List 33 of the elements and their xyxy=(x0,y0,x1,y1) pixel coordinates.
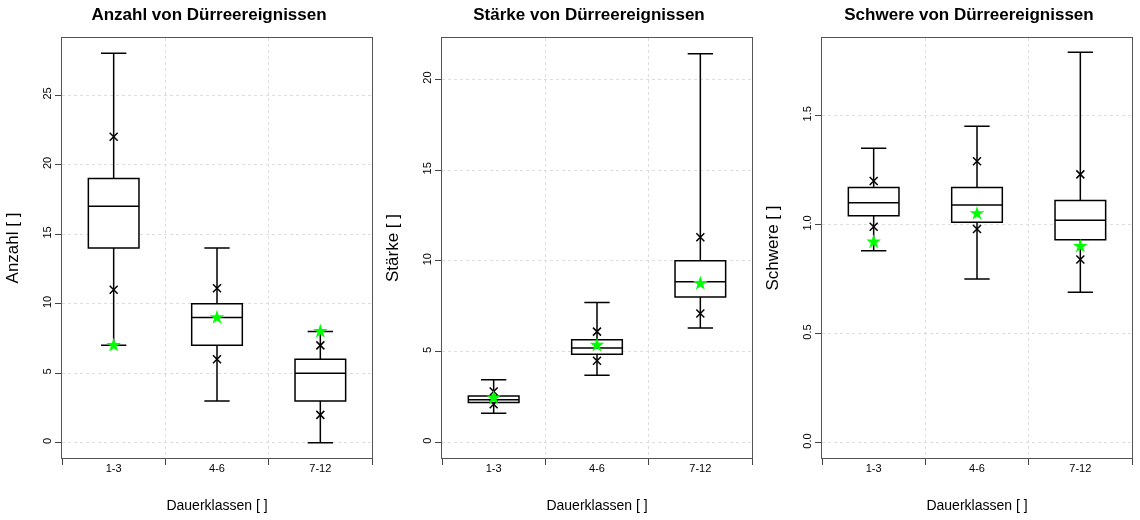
y-axis-title: Anzahl [ ] xyxy=(3,212,22,284)
y-tick-label: 0 xyxy=(40,437,53,445)
x-tick-label: 4-6 xyxy=(589,462,605,475)
x-tick-label: 1-3 xyxy=(865,462,882,475)
x-tick-label: 7-12 xyxy=(309,462,332,475)
y-tick-label: 20 xyxy=(40,156,53,170)
y-axis-title: Schwere [ ] xyxy=(763,205,782,291)
x-tick-label: 7-12 xyxy=(689,462,712,475)
x-tick-label: 7-12 xyxy=(1069,462,1092,475)
y-tick-label: 0 xyxy=(420,437,433,444)
y-tick-label: 0.0 xyxy=(800,433,813,449)
x-tick-label: 1-3 xyxy=(485,462,502,475)
chart-title: Anzahl von Dürreereignissen xyxy=(91,4,327,24)
x-axis-title: Dauerklassen [ ] xyxy=(166,497,268,513)
y-tick-label: 1.0 xyxy=(800,215,813,231)
y-tick-label: 15 xyxy=(420,162,433,175)
chart-title: Stärke von Dürreereignissen xyxy=(473,4,705,24)
y-tick-label: 5 xyxy=(420,346,433,353)
chart-title: Schwere von Dürreereignissen xyxy=(844,4,1094,24)
y-tick-label: 25 xyxy=(40,87,53,100)
y-tick-label: 5 xyxy=(40,368,53,375)
y-tick-label: 20 xyxy=(420,71,433,84)
x-axis-title: Dauerklassen [ ] xyxy=(546,497,648,513)
y-tick-label: 1.5 xyxy=(800,106,813,122)
y-tick-label: 10 xyxy=(40,295,53,309)
x-axis-title: Dauerklassen [ ] xyxy=(926,497,1028,513)
y-tick-label: 0.5 xyxy=(800,324,813,340)
y-tick-label: 15 xyxy=(40,226,53,239)
x-tick-label: 4-6 xyxy=(209,462,225,475)
x-tick-label: 4-6 xyxy=(969,462,985,475)
y-tick-label: 10 xyxy=(420,253,433,266)
x-tick-label: 1-3 xyxy=(105,462,122,475)
y-axis-title: Stärke [ ] xyxy=(383,213,402,283)
